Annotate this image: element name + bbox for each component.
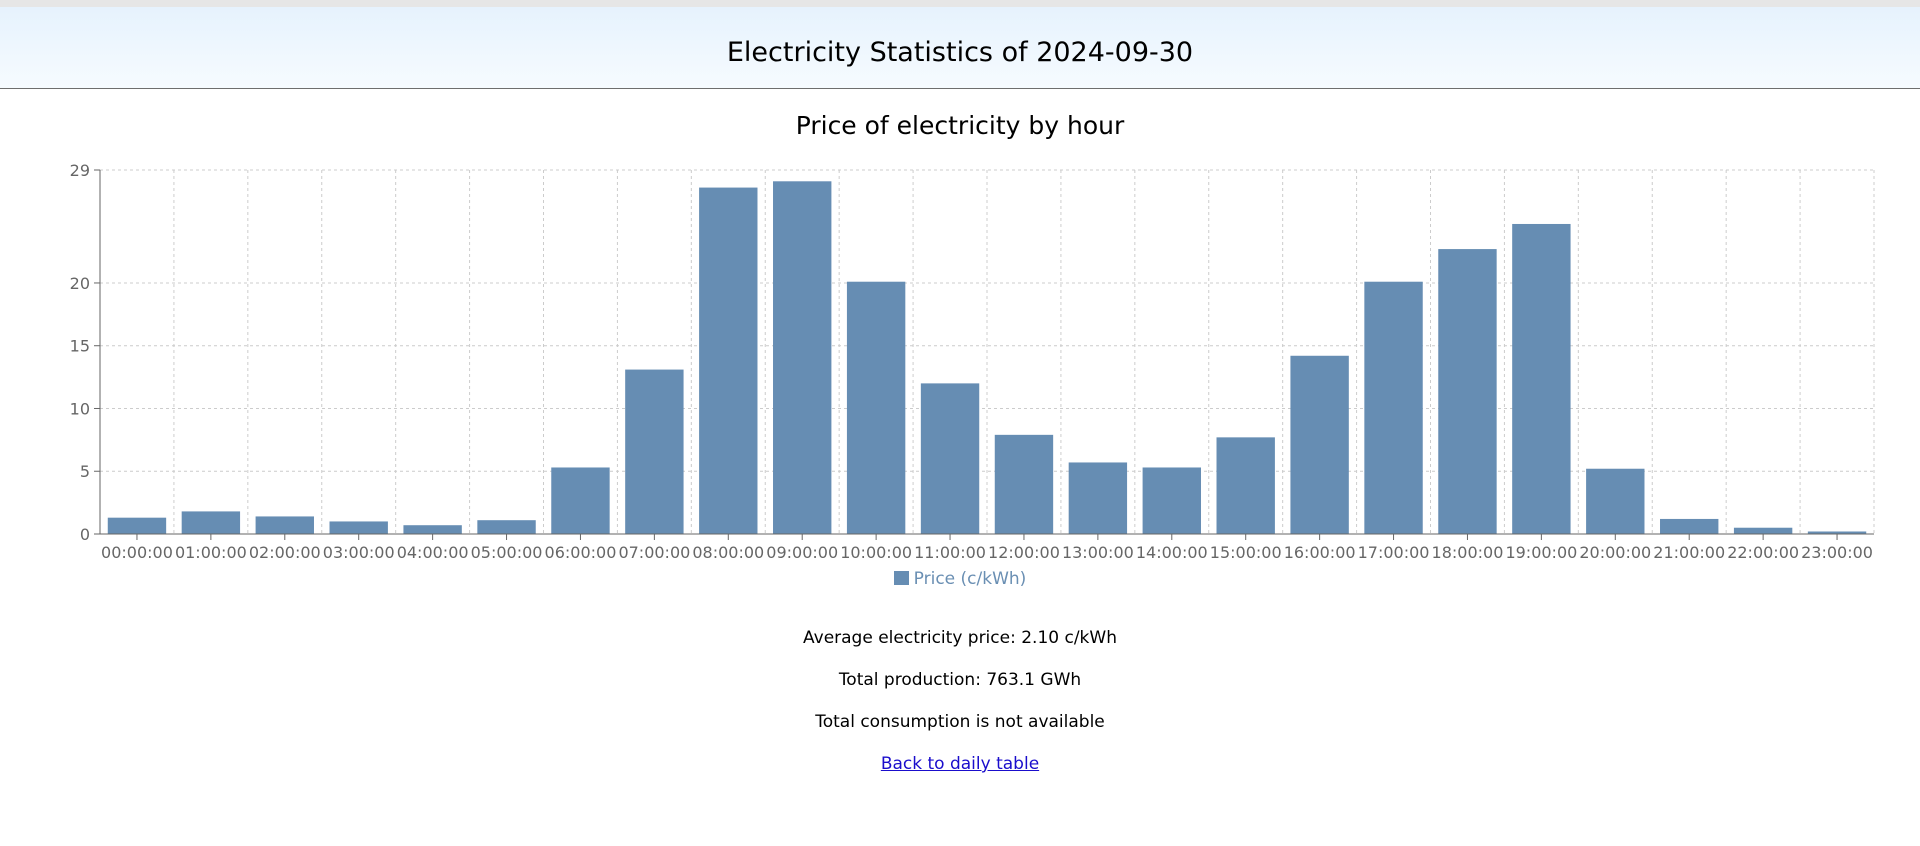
bar-12[interactable] [994, 434, 1054, 534]
chart-title: Price of electricity by hour [795, 111, 1125, 140]
back-to-daily-table-link[interactable]: Back to daily table [880, 754, 1040, 774]
bar-13[interactable] [1068, 462, 1128, 534]
page-title: Electricity Statistics of 2024-09-30 [726, 37, 1194, 68]
bar-16[interactable] [1290, 355, 1349, 534]
bar-21[interactable] [1660, 518, 1719, 534]
x-tick-label: 03:00:00 [323, 543, 395, 562]
x-tick-label: 18:00:00 [1432, 543, 1504, 562]
x-tick-label: 23:00:00 [1801, 543, 1873, 562]
bar-05[interactable] [477, 520, 536, 534]
price-bar-chart: 0 5 10 15 20 29 00:00:00 01:00:00 02:00:00 03:00:… [70, 161, 1875, 562]
total-consumption-text: Total consumption is not available [815, 712, 1105, 732]
y-tick-label: 15 [70, 337, 90, 356]
average-price-text: Average electricity price: 2.10 c/kWh [803, 628, 1117, 648]
x-tick-label: 05:00:00 [471, 543, 543, 562]
x-tick-label: 04:00:00 [397, 543, 469, 562]
x-tick-label: 19:00:00 [1505, 543, 1577, 562]
x-tick-label: 08:00:00 [692, 543, 764, 562]
bar-06[interactable] [551, 467, 610, 534]
y-tick-label: 29 [70, 161, 90, 180]
bar-22[interactable] [1733, 527, 1793, 534]
bar-20[interactable] [1586, 468, 1645, 534]
bar-11[interactable] [920, 383, 980, 534]
bar-19[interactable] [1512, 223, 1571, 534]
bar-17[interactable] [1364, 281, 1423, 534]
chart-legend[interactable]: Price (c/kWh) [0, 568, 1920, 590]
x-tick-label: 01:00:00 [175, 543, 247, 562]
x-tick-label: 14:00:00 [1136, 543, 1208, 562]
bar-04[interactable] [403, 525, 462, 534]
bar-09[interactable] [773, 181, 832, 534]
x-tick-label: 07:00:00 [618, 543, 690, 562]
y-tick-label: 10 [70, 399, 90, 418]
x-tick-label: 10:00:00 [840, 543, 912, 562]
page-header: Electricity Statistics of 2024-09-30 [0, 7, 1920, 89]
bar-23[interactable] [1807, 531, 1867, 534]
bar-15[interactable] [1216, 437, 1275, 534]
bar-18[interactable] [1438, 249, 1497, 534]
bar-14[interactable] [1142, 467, 1201, 534]
x-tick-label: 00:00:00 [101, 543, 173, 562]
x-tick-label: 17:00:00 [1358, 543, 1430, 562]
browser-top-strip [0, 0, 1920, 7]
x-tick-label: 12:00:00 [988, 543, 1060, 562]
y-tick-label: 5 [80, 462, 90, 481]
bar-00[interactable] [107, 517, 167, 534]
x-tick-label: 21:00:00 [1653, 543, 1725, 562]
x-tick-label: 22:00:00 [1727, 543, 1799, 562]
legend-label: Price (c/kWh) [913, 569, 1027, 589]
y-tick-label: 0 [80, 525, 90, 544]
total-production-text: Total production: 763.1 GWh [838, 670, 1082, 690]
legend-swatch [893, 571, 909, 585]
y-tick-label: 20 [70, 274, 90, 293]
bar-08[interactable] [699, 187, 758, 534]
x-tick-label: 13:00:00 [1062, 543, 1134, 562]
bar-01[interactable] [181, 511, 241, 534]
x-tick-label: 16:00:00 [1284, 543, 1356, 562]
x-tick-label: 15:00:00 [1210, 543, 1282, 562]
bar-07[interactable] [625, 369, 684, 534]
bar-10[interactable] [846, 281, 906, 534]
x-tick-label: 20:00:00 [1579, 543, 1651, 562]
x-tick-label: 11:00:00 [914, 543, 986, 562]
bar-03[interactable] [329, 521, 388, 534]
x-tick-label: 06:00:00 [545, 543, 617, 562]
x-tick-label: 09:00:00 [766, 543, 838, 562]
x-tick-label: 02:00:00 [249, 543, 321, 562]
bar-02[interactable] [255, 516, 314, 534]
